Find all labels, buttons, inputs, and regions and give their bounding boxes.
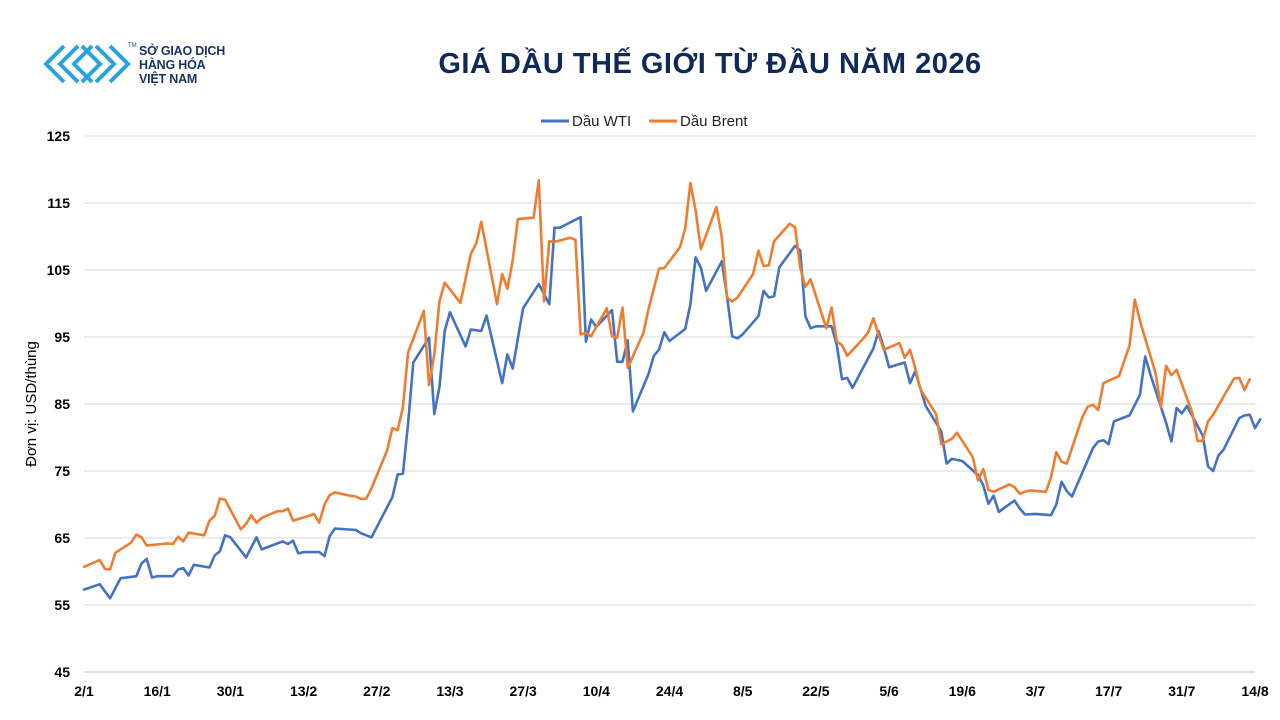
y-tick-label: 115 [47,195,70,211]
x-tick-label: 27/2 [363,683,390,699]
logo-line-3: VIỆT NAM [139,72,198,86]
x-tick-label: 30/1 [217,683,244,699]
logo-line-1: SỞ GIAO DỊCH [139,44,226,58]
x-tick-label: 13/2 [290,683,317,699]
x-tick-label: 19/6 [949,683,976,699]
y-tick-label: 95 [54,329,70,345]
y-tick-label: 105 [47,262,71,278]
chart-title: GIÁ DẦU THẾ GIỚI TỪ ĐẦU NĂM 2026 [438,48,982,80]
y-tick-label: 75 [54,463,70,479]
y-tick-label: 125 [47,128,71,144]
x-tick-label: 13/3 [436,683,463,699]
x-tick-label: 22/5 [802,683,829,699]
x-tick-label: 2/1 [74,683,94,699]
logo-text: SỞ GIAO DỊCH HÀNG HÓA VIỆT NAM [139,44,225,86]
y-axis-ticks: 45 55 65 75 85 95 105 115 125 [47,128,71,680]
y-tick-label: 65 [54,530,70,546]
legend-label-1: Dầu Brent [680,113,748,130]
brand-logo: TM SỞ GIAO DỊCH HÀNG HÓA VIỆT NAM [42,42,242,90]
y-tick-label: 55 [54,597,70,613]
logo-line-2: HÀNG HÓA [139,58,206,72]
gridlines [84,135,1255,673]
x-tick-label: 14/8 [1241,683,1268,699]
y-axis-title: Đơn vị: USD/thùng [23,341,40,467]
x-tick-label: 27/3 [510,683,537,699]
x-tick-label: 8/5 [733,683,753,699]
y-tick-label: 85 [54,396,70,412]
x-tick-label: 24/4 [656,683,683,699]
y-tick-label: 45 [54,664,70,680]
x-tick-label: 5/6 [879,683,899,699]
x-tick-label: 10/4 [583,683,610,699]
logo-trademark: TM [128,43,137,49]
x-tick-label: 17/7 [1095,683,1122,699]
x-tick-label: 31/7 [1168,683,1195,699]
series-line-0 [82,215,1262,600]
series-line-1 [82,178,1252,571]
x-axis-ticks: 2/1 16/1 30/1 13/2 27/2 13/3 27/3 10/4 24/4 8/5 22… [74,683,1269,699]
x-tick-label: 3/7 [1026,683,1046,699]
series-lines [82,178,1262,600]
legend-label-0: Dầu WTI [572,113,631,130]
x-tick-label: 16/1 [144,683,171,699]
logo-chevrons-icon [43,44,131,84]
legend: Dầu WTI Dầu Brent [541,113,748,130]
